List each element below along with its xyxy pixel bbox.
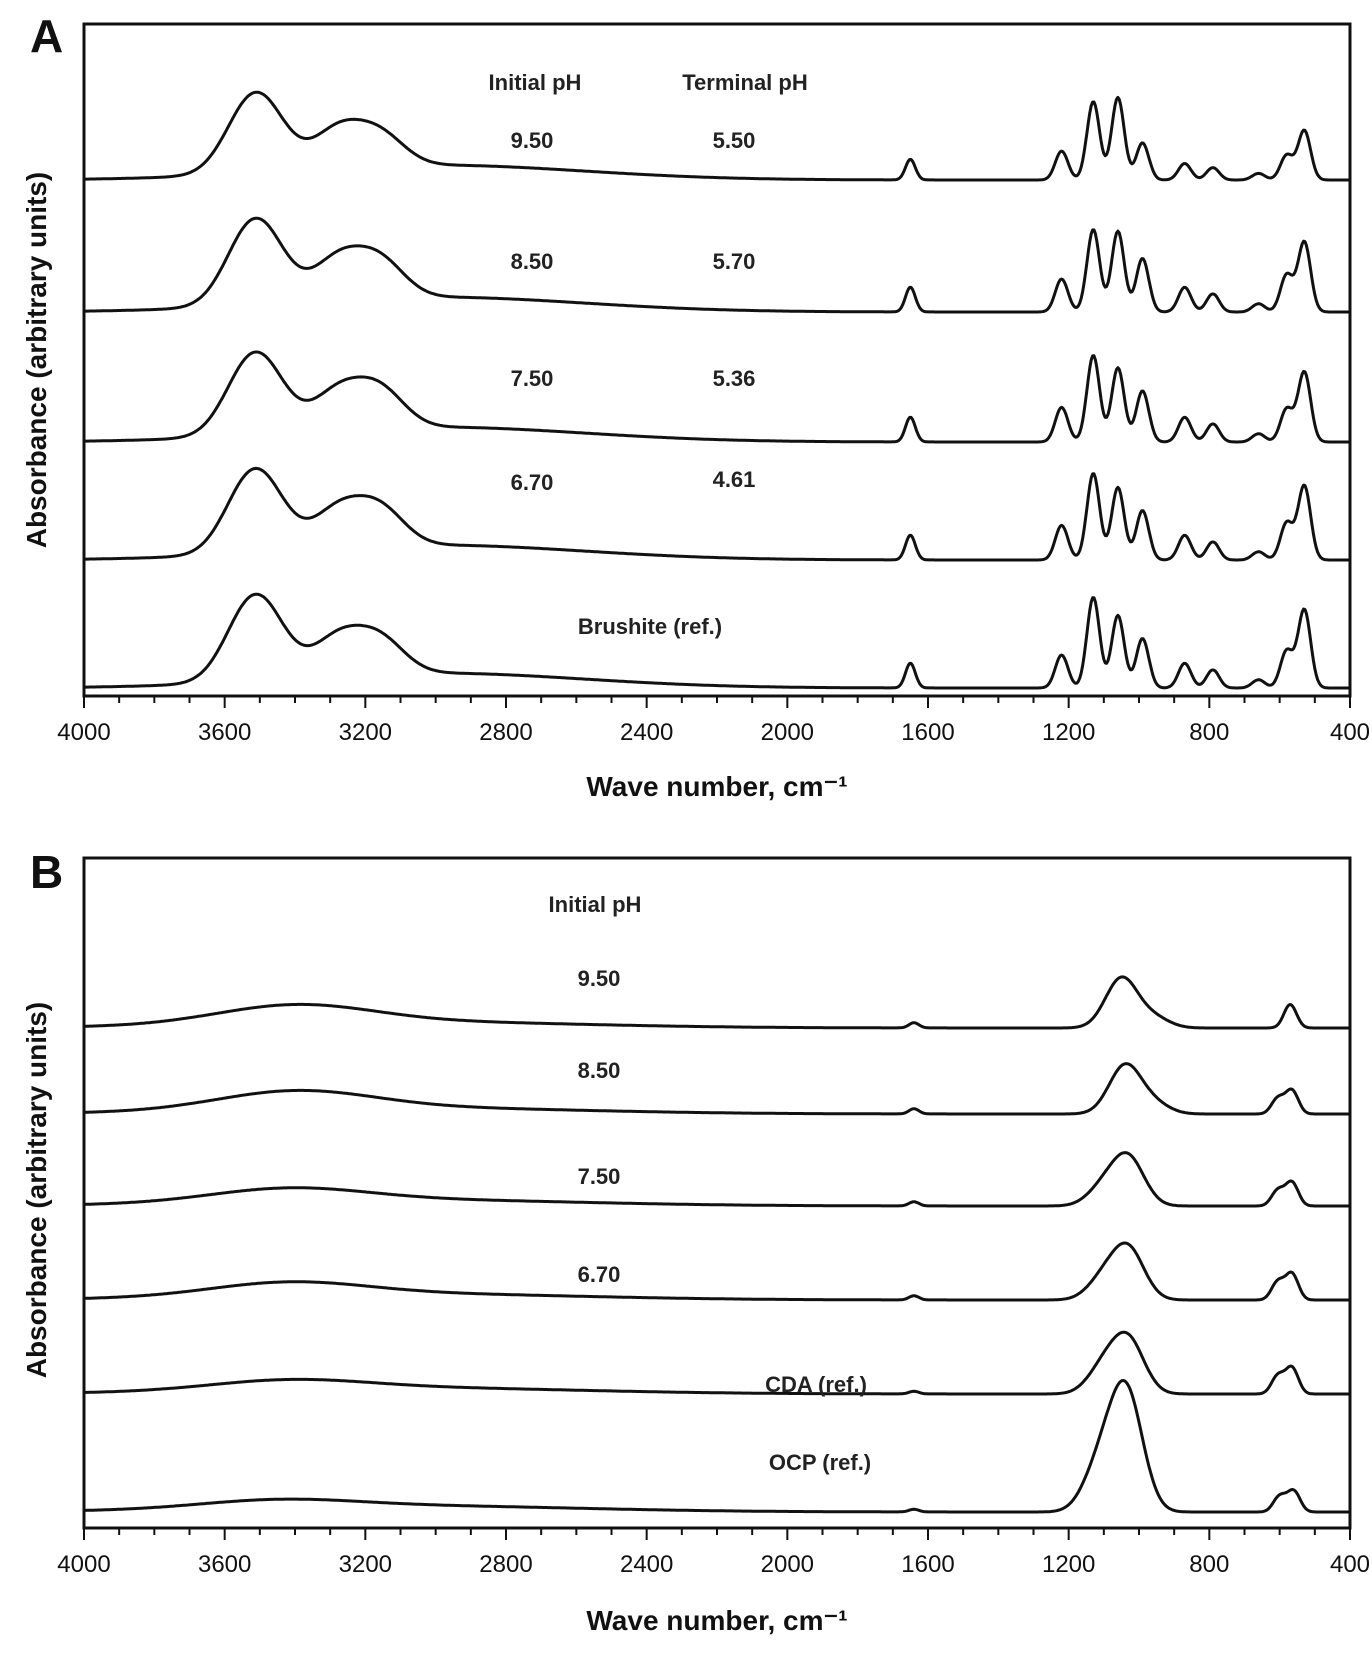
panel-b-tick-label: 4000 — [57, 1551, 110, 1578]
panel-a-label-initial-3: 7.50 — [511, 366, 554, 391]
panel-b-spectrum-3 — [82, 1151, 1352, 1208]
panel-b-tick-label: 2400 — [620, 1551, 673, 1578]
panel-b-spectrum-4 — [82, 1241, 1352, 1302]
panel-b: B 4000 3600 3200 2800 2400 2000 1600 1200 800 400… — [21, 846, 1370, 1636]
panel-a-label-initial-4: 6.70 — [511, 470, 554, 495]
panel-a-tick-label: 400 — [1330, 719, 1370, 746]
panel-a-label-terminal-4: 4.61 — [713, 467, 756, 492]
panel-a-label-terminal-3: 5.36 — [713, 366, 756, 391]
panel-b-tick-label: 1200 — [1042, 1551, 1095, 1578]
panel-a-label-brushite-ref: Brushite (ref.) — [578, 614, 722, 639]
panel-b-spectrum-6 — [82, 1379, 1352, 1514]
panel-b-tick-label: 3200 — [339, 1551, 392, 1578]
panel-b-y-axis-title: Absorbance (arbitrary units) — [21, 1002, 52, 1379]
panel-b-header-initial-ph: Initial pH — [549, 892, 642, 917]
panel-a-spectrum-5 — [82, 592, 1352, 690]
panel-b-spectrum-1 — [82, 975, 1352, 1030]
panel-a-spectra — [82, 90, 1352, 690]
panel-b-spectrum-5 — [82, 1330, 1352, 1396]
panel-a-tick-label: 3600 — [198, 719, 251, 746]
panel-a-spectrum-4 — [82, 466, 1352, 562]
panel-b-spectra — [82, 975, 1352, 1514]
panel-b-label-cda-ref: CDA (ref.) — [765, 1372, 867, 1397]
panel-a-letter: A — [30, 10, 63, 62]
panel-b-label-3: 7.50 — [578, 1164, 621, 1189]
panel-a-label-initial-1: 9.50 — [511, 128, 554, 153]
panel-a-plot-frame — [82, 22, 1352, 698]
panel-a: A 4000 3600 3200 2800 2400 2000 1600 1200 800 400… — [21, 10, 1370, 802]
panel-b-x-ticks: 4000 3600 3200 2800 2400 2000 1600 1200 800 400 — [57, 1528, 1370, 1578]
panel-b-tick-label: 2000 — [761, 1551, 814, 1578]
panel-a-tick-label: 1600 — [901, 719, 954, 746]
panel-a-header-initial-ph: Initial pH — [489, 70, 582, 95]
panel-a-spectrum-2 — [82, 216, 1352, 314]
panel-a-tick-label: 4000 — [57, 719, 110, 746]
panel-a-x-axis-title: Wave number, cm⁻¹ — [586, 771, 847, 802]
panel-b-spectrum-2 — [82, 1062, 1352, 1116]
panel-b-label-1: 9.50 — [578, 966, 621, 991]
panel-a-x-ticks: 4000 3600 3200 2800 2400 2000 1600 1200 800 400 — [57, 696, 1370, 746]
panel-b-label-4: 6.70 — [578, 1262, 621, 1287]
panel-a-tick-label: 2000 — [761, 719, 814, 746]
panel-a-y-axis-title: Absorbance (arbitrary units) — [21, 172, 52, 549]
panel-a-label-terminal-2: 5.70 — [713, 249, 756, 274]
panel-b-tick-label: 400 — [1330, 1551, 1370, 1578]
panel-b-x-axis-title: Wave number, cm⁻¹ — [586, 1605, 847, 1636]
panel-a-tick-label: 800 — [1189, 719, 1229, 746]
panel-a-label-terminal-1: 5.50 — [713, 128, 756, 153]
panel-a-tick-label: 2800 — [479, 719, 532, 746]
panel-b-label-2: 8.50 — [578, 1058, 621, 1083]
panel-a-spectrum-3 — [82, 350, 1352, 444]
panel-b-label-ocp-ref: OCP (ref.) — [769, 1450, 871, 1475]
panel-b-letter: B — [30, 846, 63, 898]
panel-b-tick-label: 800 — [1189, 1551, 1229, 1578]
panel-b-plot-frame — [82, 856, 1352, 1530]
panel-a-spectrum-1 — [82, 90, 1352, 182]
panel-a-tick-label: 1200 — [1042, 719, 1095, 746]
panel-b-tick-label: 2800 — [479, 1551, 532, 1578]
panel-b-tick-label: 1600 — [901, 1551, 954, 1578]
panel-a-label-initial-2: 8.50 — [511, 249, 554, 274]
panel-a-tick-label: 2400 — [620, 719, 673, 746]
panel-a-header-terminal-ph: Terminal pH — [682, 70, 808, 95]
panel-a-tick-label: 3200 — [339, 719, 392, 746]
panel-b-tick-label: 3600 — [198, 1551, 251, 1578]
